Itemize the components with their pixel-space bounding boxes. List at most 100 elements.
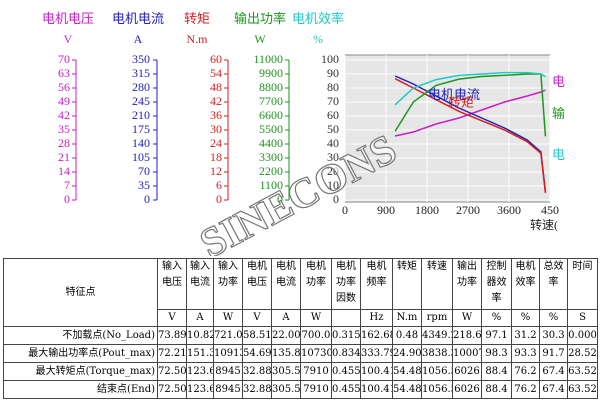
x-axis-label: 转速( [530,217,558,232]
data-cell: 8945 [213,362,243,381]
y-tick-label: 63 [58,66,70,80]
unit-cell [331,309,361,327]
series-line [394,75,547,193]
header-cell: 时间 [567,258,598,310]
data-cell: 76.2 [511,380,540,399]
data-cell: 32.88 [242,380,272,399]
axis-unit: W [254,32,266,46]
header-cell: 电机 电流 [271,258,301,310]
header-line: 转速 [427,261,447,272]
header-line: 效率 [515,277,536,288]
header-line: 转矩 [397,261,417,272]
chart: 电机电压V70635649423528211470电机电流A3503152802… [42,11,565,256]
unit-cell: rpm [421,309,453,327]
data-table: 特征点 输入 电压 输入 电流 输入 功率 电机 电压 电机 电流 电机 功率 电机 功率 因数 电机 频率 转矩转… [3,258,598,399]
y-tick-label: 56 [58,80,70,94]
y-tick-label: 18 [210,150,222,164]
data-cell: 54.69 [242,344,272,363]
series-line [394,77,547,194]
header-line: 时间 [572,261,593,272]
data-cell: 1056.5 [421,362,453,381]
data-cell: 0.000 [567,326,598,345]
y-tick-label: 0 [216,192,222,206]
data-cell: 76.2 [511,362,540,381]
header-line: 电机 [515,261,536,272]
plot-area [344,54,551,203]
data-cell: 10913 [213,344,243,363]
data-cell: 305.5 [271,380,301,399]
data-cell: 88.4 [481,380,512,399]
data-cell: 123.6 [186,380,214,399]
data-cell: 72.50 [157,362,187,381]
data-cell: 72.50 [157,380,187,399]
header-cell: 输入 电流 [186,258,214,310]
header-line: 输出 [457,261,477,272]
data-cell: 123.6 [186,362,214,381]
y-tick-label: 54 [210,66,222,80]
y-tick-label: 42 [58,108,70,122]
header-line: 电流 [190,277,210,288]
header-line: 电机 [247,261,267,272]
data-cell: 24.90 [392,344,422,363]
y-tick-label: 60 [327,108,339,122]
data-cell: 63.52 [567,380,598,399]
y-tick-label: 2200 [259,164,283,178]
header-cell: 输入 功率 [213,258,243,310]
unit-cell: W [452,309,482,327]
data-cell: 67.4 [539,380,568,399]
y-tick-label: 7700 [259,94,283,108]
axis-title: 输出功率 [234,11,286,26]
header-line: 率 [548,277,559,288]
header-line: 功率 [336,277,356,288]
y-tick-label: 14 [58,164,70,178]
series-line [394,71,546,106]
data-cell: 6026 [452,380,482,399]
data-cell: 93.3 [511,344,540,363]
y-tick-label: 50 [327,122,339,136]
data-cell: 58.51 [242,326,272,345]
unit-cell: W [300,309,332,327]
x-tick-label: 2700 [456,203,480,217]
table-row: 不加载点(No_Load) 73.89 10.82 721.0 58.51 22.00 70… [3,326,598,345]
data-cell: 333.79 [360,344,393,363]
data-cell: 30.3 [539,326,568,345]
header-line: 输入 [162,261,182,272]
header-line: 频率 [366,277,387,288]
header-cell: 电机 功率 因数 [331,258,361,310]
data-cell: 91.7 [539,344,568,363]
data-cell: 88.4 [481,362,512,381]
data-cell: 0.834 [331,344,361,363]
y-tick-label: 11000 [253,52,283,66]
row-label: 最大转矩点(Torque_max) [3,362,158,381]
axis-unit: A [134,32,143,46]
header-line: 电压 [247,277,267,288]
header-line: 输入 [218,261,238,272]
y-tick-label: 350 [132,52,150,66]
y-tick-label: 8800 [259,80,283,94]
data-cell: 10007 [452,344,482,363]
y-tick-label: 36 [210,108,222,122]
unit-cell: % [539,309,568,327]
unit-cell: V [157,309,187,327]
y-tick-label: 105 [132,150,150,164]
header-line: 输入 [190,261,210,272]
y-tick-label: 30 [210,122,222,136]
series-label: 输 [552,106,565,121]
data-cell: 10.82 [186,326,214,345]
header-cell: 输入 电压 [157,258,187,310]
unit-cell: V [242,309,272,327]
data-cell: 0.455 [331,362,361,381]
data-cell: 73.89 [157,326,187,345]
series-line [394,89,546,137]
data-cell: 8945 [213,380,243,399]
y-tick-label: 0 [333,192,339,206]
unit-cell: Hz [360,309,393,327]
x-tick-label: 900 [377,203,395,217]
data-cell: 31.2 [511,326,540,345]
y-tick-label: 6 [216,178,222,192]
x-tick-label: 0 [342,203,348,217]
unit-cell: A [186,309,214,327]
data-cell: 151.3 [186,344,214,363]
header-line: 器效 [486,277,507,288]
y-tick-label: 3300 [259,150,283,164]
